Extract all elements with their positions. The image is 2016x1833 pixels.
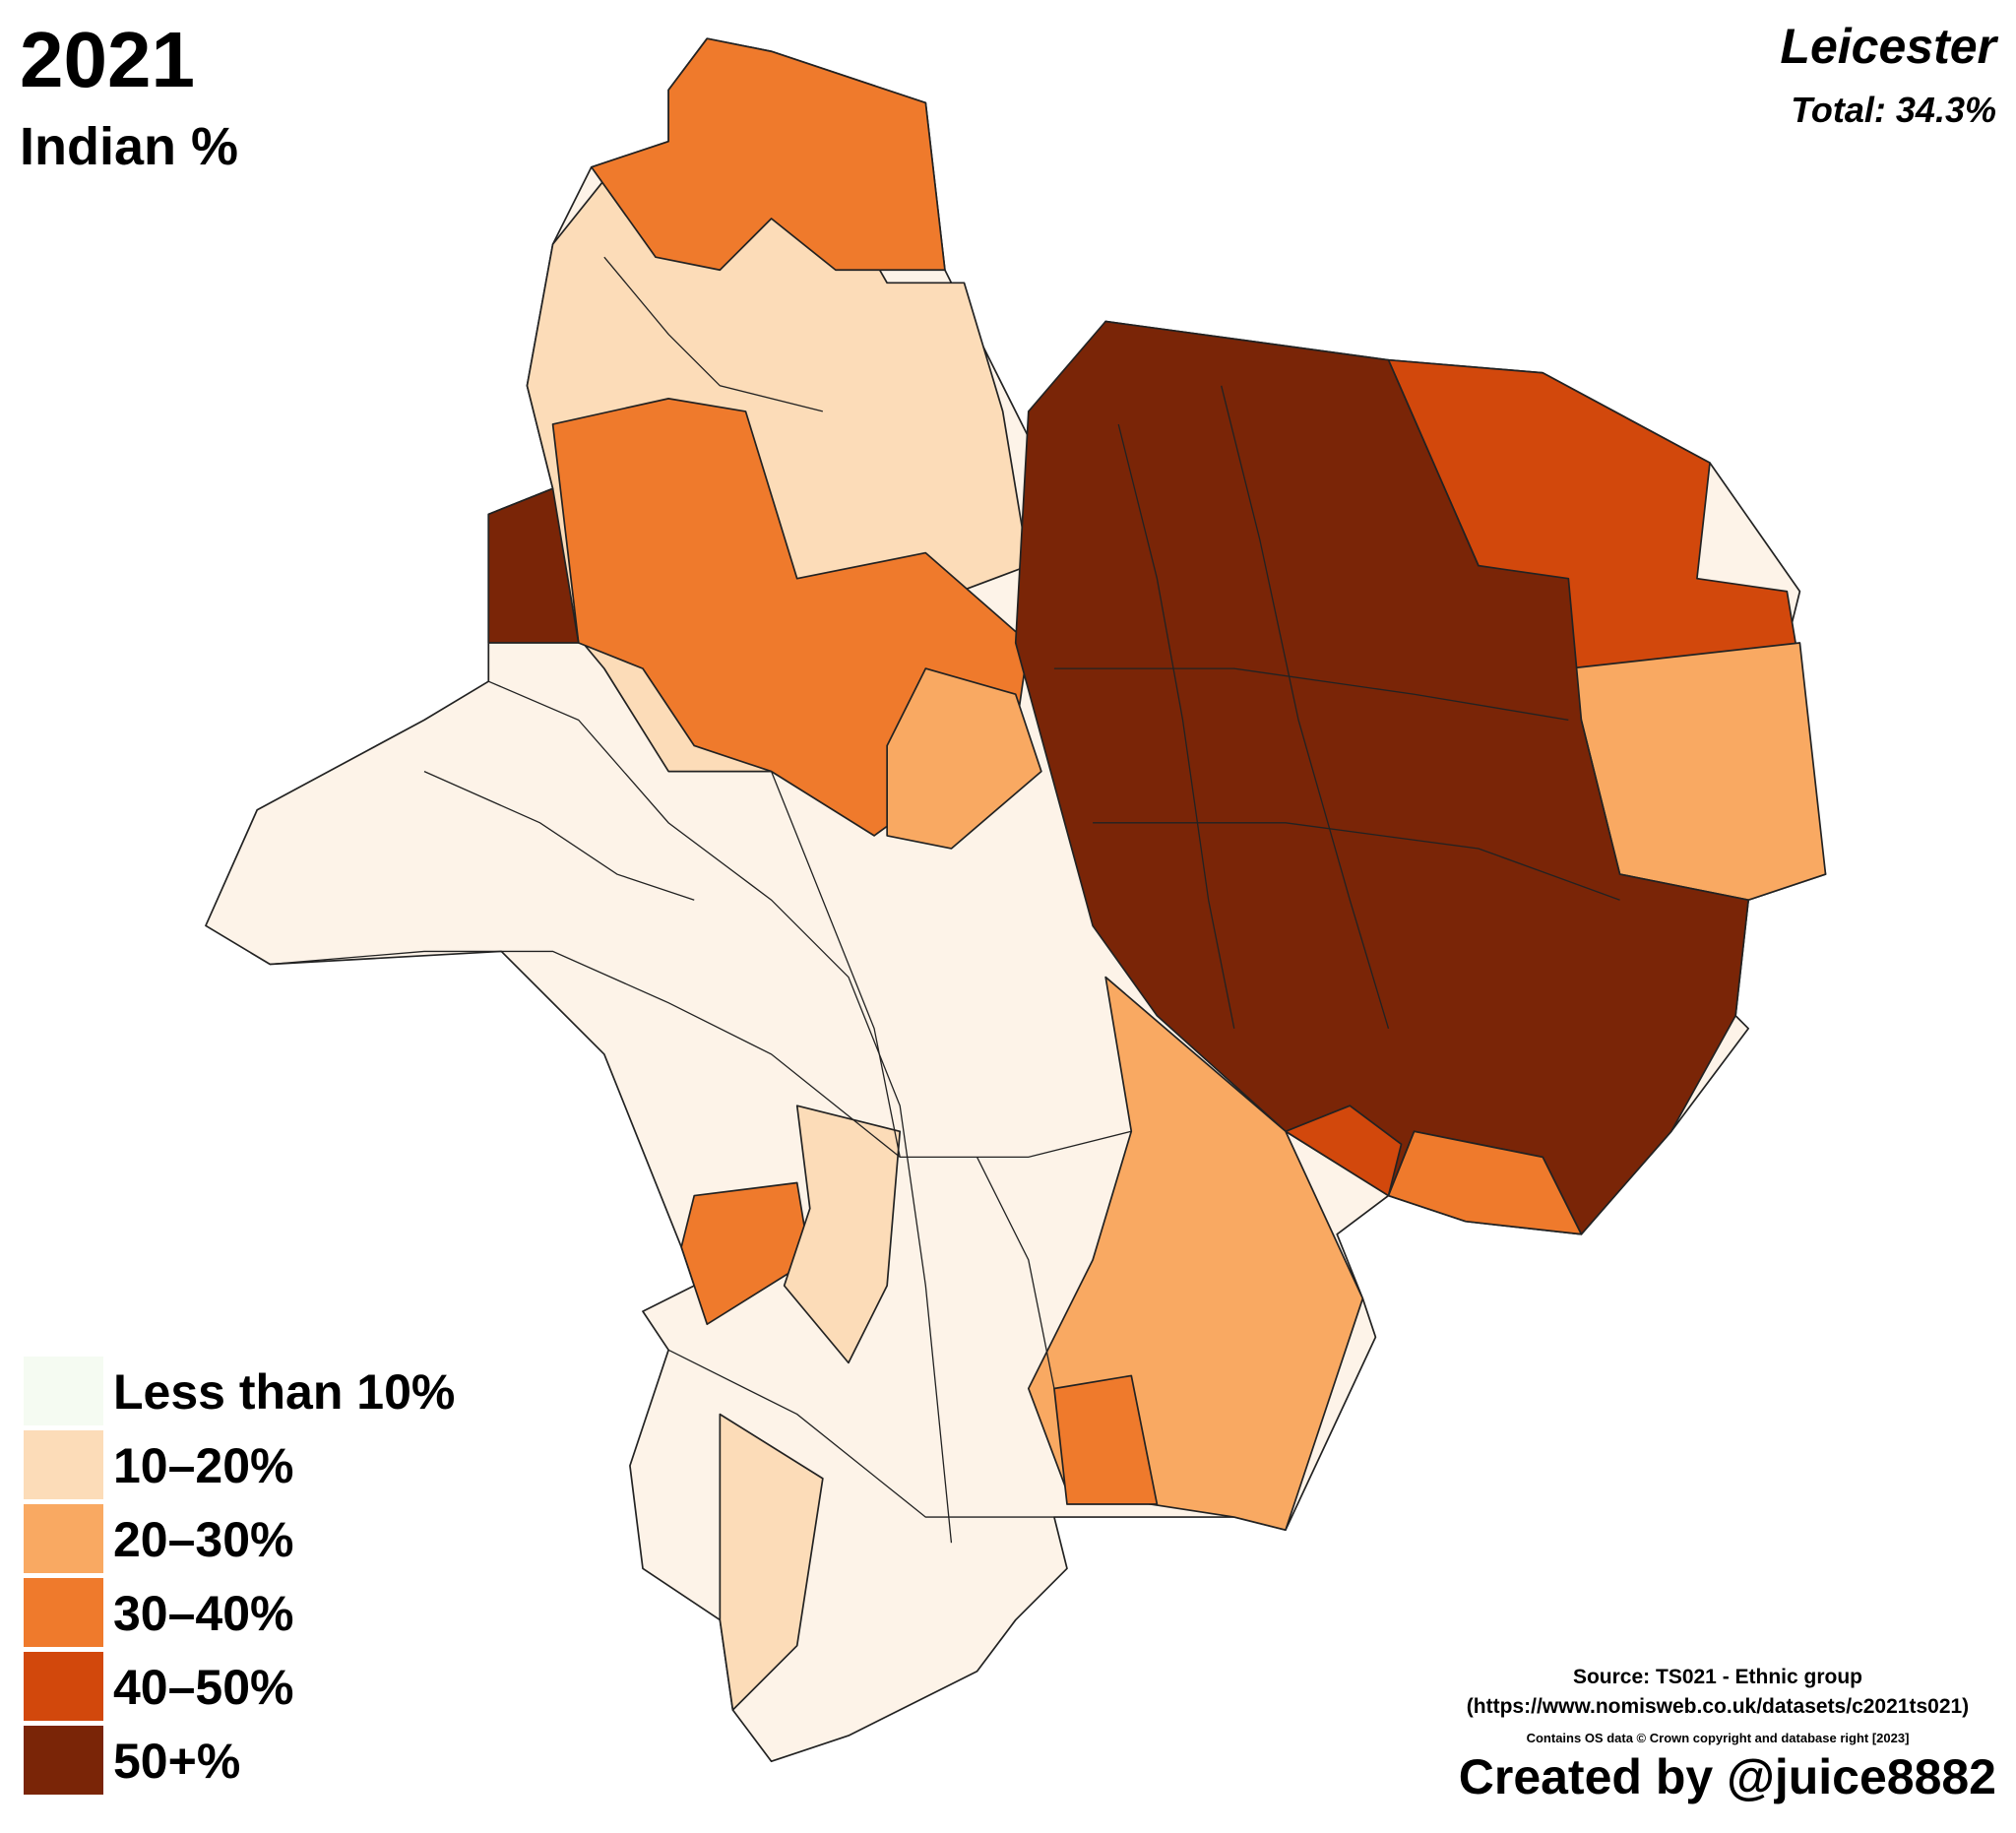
- source-url: (https://www.nomisweb.co.uk/datasets/c20…: [1467, 1695, 1969, 1718]
- place-name: Leicester: [1780, 19, 1998, 74]
- legend-label: Less than 10%: [113, 1364, 455, 1420]
- map-year: 2021: [20, 16, 195, 103]
- legend-swatch: [24, 1504, 103, 1573]
- area: [886, 667, 1042, 850]
- legend-swatch: [24, 1578, 103, 1647]
- area: [680, 1181, 811, 1326]
- area: [1387, 1130, 1583, 1235]
- area: [1053, 1374, 1159, 1505]
- area: [1285, 1105, 1403, 1197]
- credit: Created by @juice8882: [1459, 1749, 1996, 1804]
- map: [205, 37, 1827, 1763]
- legend-label: 50+%: [113, 1734, 240, 1789]
- map-measure: Indian %: [20, 117, 238, 176]
- copyright: Contains OS data © Crown copyright and d…: [1527, 1731, 1910, 1745]
- legend-label: 10–20%: [113, 1438, 294, 1493]
- legend-swatch: [24, 1652, 103, 1721]
- legend-swatch: [24, 1357, 103, 1425]
- legend: Less than 10% 10–20% 20–30% 30–40% 40–50% 50+…: [24, 1357, 455, 1795]
- legend-label: 20–30%: [113, 1512, 294, 1567]
- source: Source: TS021 - Ethnic group: [1573, 1666, 1862, 1688]
- legend-swatch: [24, 1430, 103, 1499]
- legend-swatch: [24, 1726, 103, 1795]
- area: [590, 37, 946, 272]
- area: [719, 1413, 824, 1711]
- legend-label: 30–40%: [113, 1586, 294, 1641]
- area: [1014, 320, 1750, 1235]
- total: Total: 34.3%: [1791, 90, 1996, 130]
- area: [487, 487, 580, 644]
- boundaries: [270, 256, 1620, 1544]
- area: [783, 1105, 902, 1364]
- legend-label: 40–50%: [113, 1660, 294, 1715]
